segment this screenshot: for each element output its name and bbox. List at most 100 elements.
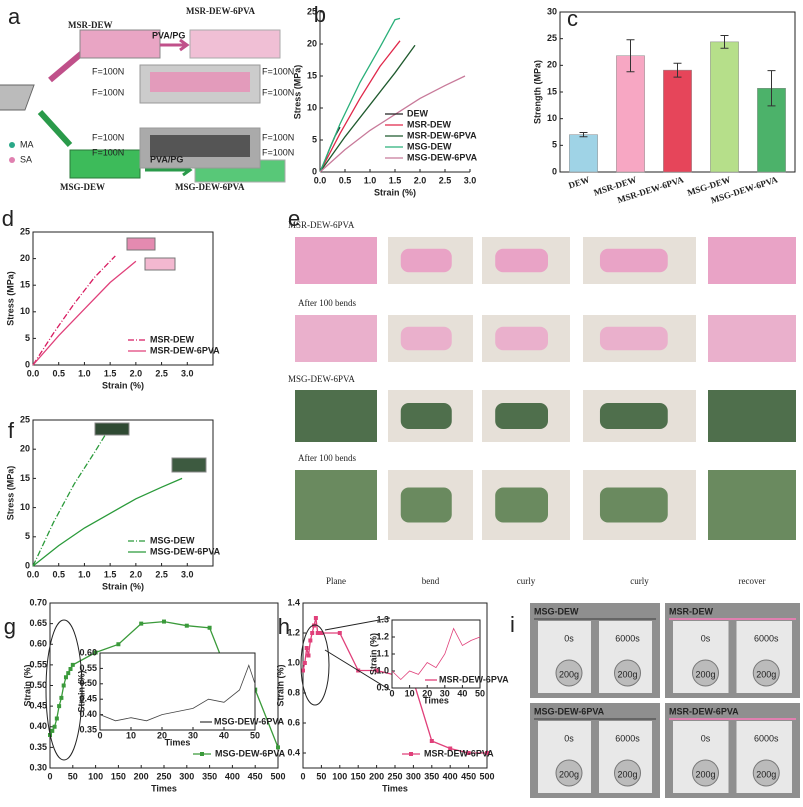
column-label: bend bbox=[422, 576, 440, 586]
x-tick-label: 500 bbox=[270, 771, 285, 781]
y-tick-label: 1.0 bbox=[287, 657, 300, 667]
y-tick-label: 0.45 bbox=[29, 701, 47, 711]
arrow bbox=[37, 109, 73, 148]
x-tick-label: 2.0 bbox=[130, 569, 143, 579]
weight bbox=[692, 659, 719, 687]
error-bar bbox=[626, 39, 635, 73]
label: MSG-DEW-6PVA bbox=[175, 182, 245, 192]
x-tick-label: DEW bbox=[567, 174, 591, 190]
x-tick-label: 200 bbox=[134, 771, 149, 781]
x-tick-label: 0 bbox=[389, 688, 394, 698]
bar bbox=[710, 41, 739, 173]
y-tick-label: 25 bbox=[547, 33, 557, 43]
data-marker bbox=[301, 668, 305, 673]
x-tick-label: 250 bbox=[387, 771, 402, 781]
x-tick-label: 1.0 bbox=[78, 368, 91, 378]
error-bar bbox=[767, 70, 776, 107]
data-line bbox=[32, 477, 183, 567]
legend-label: MSR-DEW bbox=[407, 119, 451, 129]
y-axis-label: Stress (MPa) bbox=[5, 466, 15, 521]
weight-label: 200g bbox=[756, 769, 776, 779]
sample-photo bbox=[94, 422, 130, 436]
plot-area bbox=[320, 12, 470, 172]
x-tick-label: 0.0 bbox=[27, 569, 40, 579]
x-tick-label: 40 bbox=[219, 730, 229, 740]
photo bbox=[295, 315, 377, 362]
x-tick-label: 150 bbox=[351, 771, 366, 781]
column-label: curly bbox=[517, 576, 536, 586]
weight bbox=[555, 659, 583, 687]
x-tick-label: 3.0 bbox=[181, 368, 194, 378]
label: MSR-DEW-6PVA bbox=[186, 6, 255, 16]
x-tick-label: 0 bbox=[300, 771, 305, 781]
data-marker bbox=[116, 642, 121, 647]
plot-area bbox=[32, 231, 214, 366]
x-axis-label: Strain (%) bbox=[374, 187, 416, 197]
legend-label: MSG-DEW-6PVA bbox=[407, 152, 478, 162]
weight bbox=[614, 659, 641, 687]
x-tick-label: 0.0 bbox=[27, 368, 40, 378]
data-marker bbox=[374, 668, 379, 673]
x-tick-label: 450 bbox=[461, 771, 476, 781]
time-label: 0s bbox=[701, 733, 711, 743]
x-tick-label: 350 bbox=[424, 771, 439, 781]
data-marker bbox=[308, 638, 313, 643]
row-title: MSR-DEW-6PVA bbox=[288, 220, 355, 230]
y-tick-label: 1.2 bbox=[287, 627, 300, 637]
y-tick-label: 1.0 bbox=[376, 665, 389, 675]
sample bbox=[495, 248, 548, 273]
plot-area bbox=[391, 619, 481, 689]
weight bbox=[692, 759, 719, 787]
x-tick-label: 100 bbox=[88, 771, 103, 781]
legend-label: MSR-DEW-6PVA bbox=[407, 130, 477, 140]
y-tick-label: 1.4 bbox=[287, 597, 300, 607]
force-label: F=100N bbox=[92, 87, 124, 97]
label: PVA/PG bbox=[152, 30, 185, 40]
y-tick-label: 0.70 bbox=[29, 597, 47, 607]
panel-letter: h bbox=[278, 614, 290, 639]
cell-title: MSR-DEW-6PVA bbox=[669, 706, 739, 716]
force-label: F=100N bbox=[262, 66, 294, 76]
y-tick-label: 0.55 bbox=[29, 659, 47, 669]
x-axis-label: Strain (%) bbox=[102, 380, 144, 390]
y-tick-label: 5 bbox=[312, 134, 317, 144]
x-tick-label: 0.0 bbox=[314, 175, 327, 185]
data-line bbox=[32, 260, 137, 366]
data-marker bbox=[93, 650, 98, 655]
cell-title: MSG-DEW-6PVA bbox=[534, 706, 605, 716]
panel-letter: f bbox=[8, 418, 15, 443]
panel-letter: g bbox=[4, 614, 16, 639]
data-marker bbox=[139, 621, 144, 626]
x-tick-label: 200 bbox=[369, 771, 384, 781]
force-label: F=100N bbox=[92, 66, 124, 76]
cell-title: MSG-DEW bbox=[534, 606, 579, 616]
y-tick-label: 10 bbox=[20, 502, 30, 512]
x-tick-label: 2.5 bbox=[155, 368, 168, 378]
data-line bbox=[32, 425, 116, 567]
label: MSG-DEW bbox=[60, 182, 105, 192]
data-marker bbox=[310, 631, 315, 635]
time-label: 0s bbox=[564, 733, 574, 743]
y-axis-label: Strength (MPa) bbox=[532, 60, 542, 124]
data-marker bbox=[54, 716, 59, 721]
data-marker bbox=[70, 662, 75, 667]
x-tick-label: 0.5 bbox=[339, 175, 352, 185]
time-label: 6000s bbox=[754, 733, 779, 743]
x-tick-label: 400 bbox=[443, 771, 458, 781]
data-marker bbox=[59, 695, 64, 700]
time-label: 0s bbox=[701, 633, 711, 643]
x-tick-label: 1.0 bbox=[78, 569, 91, 579]
y-tick-label: 0 bbox=[312, 166, 317, 176]
y-axis-label: Stress (MPa) bbox=[5, 271, 15, 326]
legend-label: MA bbox=[20, 139, 34, 149]
y-tick-label: 15 bbox=[307, 70, 317, 80]
data-marker bbox=[66, 671, 71, 676]
y-tick-label: 5 bbox=[552, 140, 557, 150]
legend-label: MSG-DEW-6PVA bbox=[150, 546, 221, 556]
y-tick-label: 0.9 bbox=[376, 682, 389, 692]
y-tick-label: 20 bbox=[20, 444, 30, 454]
y-tick-label: 5 bbox=[25, 531, 30, 541]
data-marker bbox=[337, 631, 342, 635]
x-tick-label: 0 bbox=[47, 771, 52, 781]
